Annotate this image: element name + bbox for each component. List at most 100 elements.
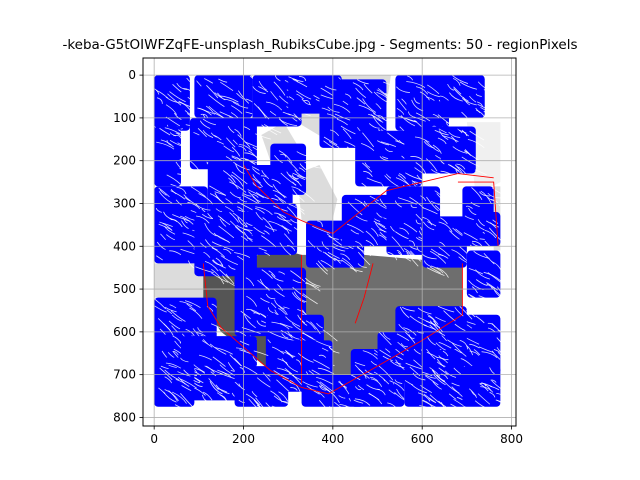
region-pixels-stroke: [276, 216, 291, 222]
region-pixels-stroke: [169, 304, 177, 309]
region-pixels-stroke: [430, 250, 447, 264]
region-pixels-stroke: [261, 170, 267, 177]
region-pixels-stroke: [321, 107, 331, 112]
region-pixels-stroke: [357, 251, 371, 266]
region-pixels-stroke: [214, 92, 226, 101]
region-pixels-stroke: [491, 261, 503, 274]
region-pixels-stroke: [297, 314, 306, 324]
region-pixels-stroke: [471, 187, 483, 201]
region-pixels-stroke: [235, 330, 247, 337]
region-pixels-stroke: [253, 226, 265, 235]
region-pixels-stroke: [378, 222, 386, 228]
region-pixels-stroke: [313, 359, 330, 369]
region-pixels-stroke: [422, 207, 438, 215]
region-pixels-stroke: [176, 82, 188, 90]
region-pixels-stroke: [375, 103, 382, 110]
region-pixels-stroke: [394, 379, 403, 385]
region-pixels-stroke: [223, 170, 236, 183]
region-pixels-stroke: [492, 219, 499, 224]
region-pixels-fill: [154, 357, 195, 407]
region-pixels-stroke: [258, 247, 267, 252]
region-pixels-stroke: [475, 315, 485, 324]
region-pixels-stroke: [229, 354, 243, 368]
region-pixels-stroke: [278, 150, 293, 164]
region-pixels-stroke: [229, 181, 247, 193]
region-pixels-stroke: [483, 383, 493, 388]
region-pixels-stroke: [424, 139, 440, 152]
region-pixels-stroke: [370, 114, 384, 123]
region-pixels-stroke: [356, 247, 372, 257]
region-pixels-stroke: [426, 196, 439, 212]
region-pixels-stroke: [345, 405, 362, 414]
region-pixels-stroke: [180, 393, 194, 408]
region-pixels-stroke: [463, 97, 471, 106]
region-pixels-stroke: [181, 220, 189, 229]
region-pixels-stroke: [302, 293, 318, 305]
region-pixels-stroke: [474, 169, 487, 176]
region-pixels-stroke: [215, 257, 224, 267]
region-pixels-stroke: [414, 167, 424, 174]
region-pixels-stroke: [292, 78, 308, 88]
region-pixels-stroke: [416, 246, 423, 253]
region-pixels-stroke: [160, 233, 166, 240]
region-pixels-stroke: [279, 322, 293, 328]
region-pixels-stroke: [164, 306, 177, 313]
region-pixels-stroke: [435, 316, 446, 322]
region-pixels-stroke: [287, 245, 296, 251]
region-pixels-stroke: [470, 201, 480, 208]
region-pixels-stroke: [302, 332, 314, 340]
region-pixels-stroke: [303, 100, 311, 105]
region-pixels-stroke: [237, 201, 253, 211]
region-pixels-stroke: [253, 312, 267, 318]
region-pixels-stroke: [468, 293, 484, 304]
region-pixels-stroke: [219, 218, 227, 227]
region-pixels-stroke: [454, 164, 464, 175]
region-pixels-stroke: [462, 130, 468, 137]
region-pixels-stroke: [430, 200, 448, 208]
region-pixels-stroke: [469, 343, 480, 349]
region-pixels-stroke: [169, 250, 182, 256]
region-pixels-stroke: [382, 331, 391, 340]
region-pixels-stroke: [239, 143, 253, 152]
region-pixels-stroke: [203, 252, 211, 258]
region-pixels-stroke: [459, 81, 478, 90]
region-pixels-stroke: [227, 126, 235, 134]
region-pixels-stroke: [277, 284, 283, 291]
region-pixels-stroke: [243, 126, 251, 131]
region-pixels-stroke: [166, 309, 173, 315]
region-pixels-stroke: [453, 88, 469, 102]
region-pixels-stroke: [477, 104, 492, 113]
region-pixels-stroke: [269, 110, 277, 116]
region-pixels-stroke: [317, 220, 323, 227]
region-pixels-stroke: [386, 173, 392, 179]
region-pixels-stroke: [285, 316, 301, 327]
region-pixels-stroke: [431, 169, 441, 175]
region-pixels-stroke: [285, 362, 298, 373]
region-pixels-stroke: [291, 186, 301, 191]
region-pixels-stroke: [299, 163, 307, 171]
region-pixels-stroke: [174, 404, 192, 412]
segment-region-2: [297, 164, 338, 238]
region-pixels-stroke: [433, 374, 446, 386]
region-pixels-stroke: [422, 371, 433, 377]
region-pixels-stroke: [281, 333, 289, 339]
region-pixels-blob-37: [395, 305, 476, 357]
region-pixels-stroke: [403, 327, 417, 336]
region-pixels-stroke: [271, 346, 285, 355]
region-pixels-stroke: [231, 156, 238, 160]
region-pixels-stroke: [305, 320, 316, 330]
region-pixels-stroke: [425, 158, 438, 172]
region-pixels-stroke: [173, 134, 182, 139]
region-pixels-stroke: [295, 90, 312, 100]
region-pixels-stroke: [467, 138, 485, 148]
region-pixels-stroke: [291, 292, 305, 303]
region-pixels-stroke: [449, 92, 463, 102]
region-pixels-stroke: [217, 388, 228, 393]
region-pixels-stroke: [352, 82, 364, 91]
x-tick-label: 200: [232, 432, 255, 446]
region-pixels-stroke: [493, 349, 501, 353]
region-pixels-stroke: [154, 88, 160, 95]
region-pixels-stroke: [318, 399, 330, 413]
region-pixels-stroke: [496, 392, 507, 398]
region-pixels-stroke: [363, 200, 369, 207]
